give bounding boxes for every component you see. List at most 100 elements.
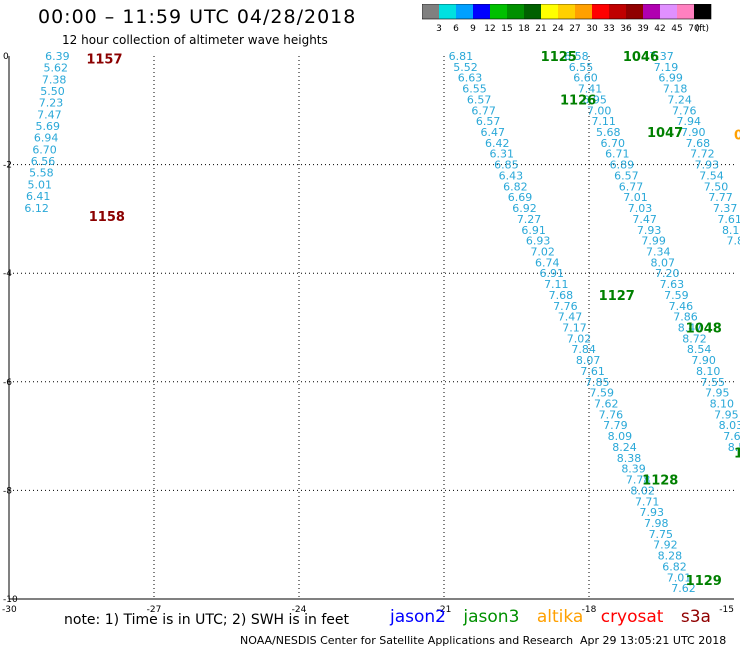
footer-note: note: 1) Time is in UTC; 2) SWH is in fe… [64, 612, 350, 628]
wave-height-label: 7.78 [626, 474, 651, 487]
wave-height-label: 6.81 [449, 50, 474, 63]
wave-height-label: 6.82 [503, 180, 528, 193]
wave-height-label: 7.63 [660, 278, 685, 291]
wave-height-label: 7.85 [585, 376, 610, 389]
x-tick-label: -21 [437, 605, 452, 615]
legend-s3a: s3a [680, 607, 711, 627]
wave-height-label: 7.59 [590, 387, 615, 400]
wave-height-label: 7.93 [695, 159, 720, 172]
colorbar-label: 15 [501, 24, 512, 34]
satellite-legend: jason2 jason3 altika cryosat s3a [390, 607, 723, 627]
colorbar-label: 33 [603, 24, 614, 34]
wave-height-label: 6.60 [573, 72, 598, 85]
wave-height-label: 7.11 [544, 278, 569, 291]
wave-height-label: 8.07 [576, 354, 601, 367]
wave-height-label: 7.46 [669, 300, 694, 313]
wave-height-label: 7.62 [671, 582, 696, 595]
wave-height-label: 8.10 [696, 365, 721, 378]
wave-height-label: 6.99 [658, 72, 683, 85]
wave-height-label: 7.19 [654, 61, 679, 74]
chart-subtitle: 12 hour collection of altimeter wave hei… [62, 33, 328, 47]
wave-height-label: 6.57 [614, 169, 639, 182]
wave-height-label: 6.12 [24, 202, 49, 215]
wave-height-label: 7.01 [623, 191, 648, 204]
wave-height-label: 8.09 [608, 430, 633, 443]
wave-height-label: 6.47 [480, 126, 505, 139]
colorbar-label: 45 [671, 24, 682, 34]
wave-height-label: 7.77 [708, 191, 733, 204]
wave-height-label: 6.63 [458, 72, 483, 85]
colorbar-swatch [558, 4, 575, 19]
wave-height-label: 8.38 [617, 452, 642, 465]
pass-time-label: 1125 [541, 50, 577, 65]
wave-height-label: 7.90 [681, 126, 706, 139]
wave-height-label: 7.92 [653, 539, 678, 552]
wave-height-label: 7.72 [690, 148, 715, 161]
colorbar-swatch [490, 4, 507, 19]
wave-height-label: 7.94 [677, 115, 702, 128]
colorbar-swatch [524, 4, 541, 19]
wave-height-label: 7.61 [717, 213, 740, 226]
wave-height-label: 7.59 [664, 289, 689, 302]
wave-height-label: 6.77 [471, 104, 496, 117]
colorbar-swatch [473, 4, 490, 19]
wave-height-label: 7.50 [704, 180, 729, 193]
wave-height-label: 8.39 [621, 463, 646, 476]
colorbar-frame [422, 4, 712, 20]
wave-height-label: 5.50 [40, 85, 65, 98]
wave-height-label: 7.99 [641, 235, 666, 248]
colorbar-swatch [677, 4, 694, 19]
wave-height-label: 7.68 [686, 137, 711, 150]
wave-height-label: 7.37 [649, 50, 674, 63]
pass-time-label: 1048 [686, 322, 722, 337]
wave-height-label: 7.76 [599, 408, 624, 421]
wave-height-label: 5.62 [43, 62, 68, 75]
wave-height-label: 7.85 [726, 235, 740, 248]
wave-height-label: 8.54 [687, 343, 712, 356]
wave-height-label: 7.84 [571, 343, 596, 356]
wave-height-label: 6.56 [31, 155, 56, 168]
pass-time-label: 1129 [686, 574, 722, 589]
wave-height-label: 7.71 [635, 495, 660, 508]
wave-height-label: 6.39 [45, 50, 70, 63]
wave-height-label: 7.93 [637, 224, 662, 237]
wave-height-label: 5.01 [28, 178, 53, 191]
wave-height-label: 7.95 [714, 408, 739, 421]
wave-height-label: 8.24 [612, 441, 637, 454]
wave-height-label: 8.19 [722, 224, 740, 237]
colorbar-swatch [660, 4, 677, 19]
legend-jason2: jason2 [390, 607, 446, 627]
wave-height-label: 8.07 [651, 256, 676, 269]
y-tick-label: -10 [3, 595, 18, 605]
wave-height-label: 7.47 [558, 311, 583, 324]
wave-height-label: 7.34 [646, 245, 671, 258]
x-tick-label: -15 [719, 605, 734, 615]
colorbar-label: 36 [620, 24, 632, 34]
colorbar-swatch [609, 4, 626, 19]
wave-height-label: 7.93 [639, 506, 664, 519]
wave-height-label: 5.68 [596, 126, 621, 139]
colorbar-label: 12 [484, 24, 495, 34]
wave-height-label: 7.61 [723, 430, 740, 443]
colorbar-label: 42 [654, 24, 665, 34]
colorbar-unit: (ft) [695, 24, 709, 34]
colorbar-swatch [541, 4, 558, 19]
wave-height-label: 7.20 [655, 267, 680, 280]
wave-height-label: 7.95 [705, 387, 730, 400]
wave-height-label: 7.00 [587, 104, 612, 117]
wave-height-label: 7.18 [663, 83, 688, 96]
wave-height-label: 6.91 [521, 224, 546, 237]
wave-height-label: 7.75 [649, 528, 674, 541]
wave-height-label: 7.55 [700, 376, 725, 389]
wave-height-label: 7.62 [594, 398, 619, 411]
wave-height-label: 7.68 [549, 289, 574, 302]
wave-height-label: 8.10 [710, 398, 735, 411]
wave-height-label: 6.70 [32, 143, 57, 156]
colorbar-label: 27 [569, 24, 580, 34]
wave-height-label: 7.01 [667, 571, 692, 584]
wave-height-label: 7.03 [628, 202, 653, 215]
wave-height-label: 6.55 [569, 61, 594, 74]
wave-height-label: 7.41 [578, 83, 603, 96]
wave-height-label: 8.03 [719, 419, 740, 432]
